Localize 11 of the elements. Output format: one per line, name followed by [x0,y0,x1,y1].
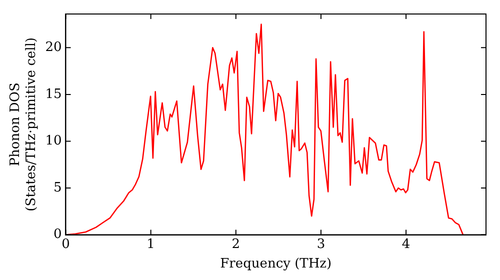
y-tick-label: 5 [53,180,62,196]
y-tick-label: 20 [45,40,62,56]
y-tick-label: 10 [45,134,62,149]
x-tick-label: 4 [402,236,410,252]
y-axis-title: Phonon DOS (States/THz·primitive cell) [8,37,39,212]
x-tick-label: 3 [316,236,326,252]
y-tick-label: 0 [53,227,62,242]
x-tick-label: 1 [146,236,155,252]
y-tick-label: 15 [45,86,62,102]
x-axis-title: Frequency (THz) [220,256,332,272]
x-tick-label: 2 [232,236,240,252]
